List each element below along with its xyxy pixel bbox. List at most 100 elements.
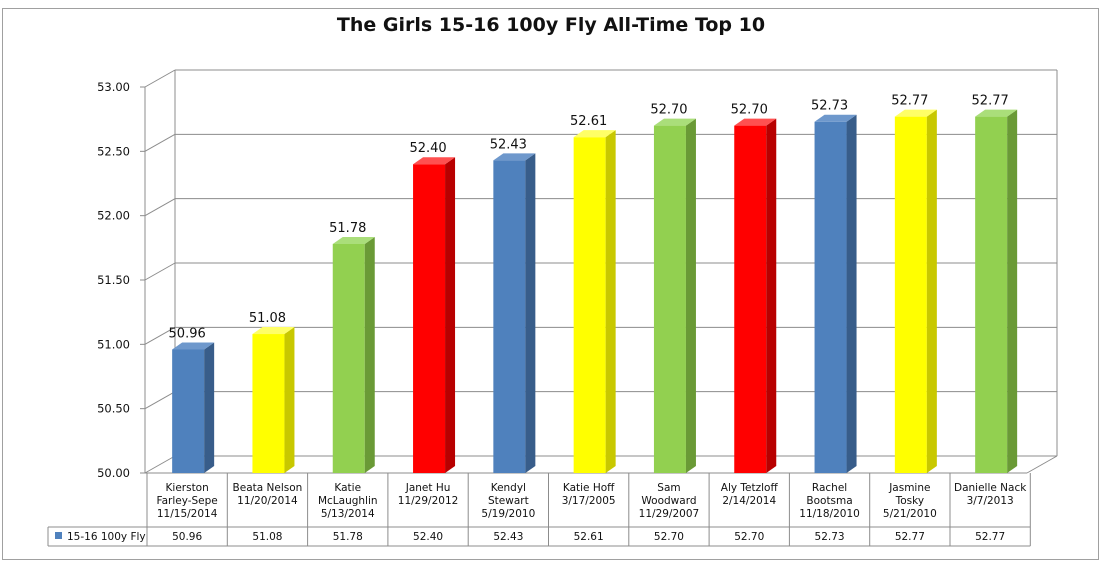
bar-top [975, 109, 1018, 117]
category-label: 11/15/2014 [157, 508, 218, 520]
bar-top [252, 327, 295, 335]
bar [252, 334, 285, 473]
category-label: Katie [334, 482, 361, 494]
table-value: 52.77 [975, 531, 1005, 543]
table-value: 52.77 [895, 531, 925, 543]
gridline-side [144, 455, 176, 474]
table-value: 51.78 [333, 531, 363, 543]
category-label: McLaughlin [318, 495, 378, 507]
table-value: 52.70 [734, 531, 764, 543]
data-label: 50.96 [169, 326, 206, 341]
gridline-side [144, 198, 176, 217]
category-label: Stewart [488, 495, 529, 507]
bar-side [926, 109, 937, 474]
category-label: Woodward [641, 495, 696, 507]
table-value: 51.08 [252, 531, 282, 543]
bar-top [332, 236, 375, 244]
legend-swatch [55, 532, 62, 539]
bar-side [364, 236, 375, 473]
bar-top [172, 342, 215, 350]
category-label: 11/20/2014 [237, 495, 298, 507]
bar-top [573, 130, 616, 138]
bar-side [1007, 109, 1018, 474]
bar [734, 125, 767, 473]
bar [493, 160, 526, 473]
category-label: 5/13/2014 [321, 508, 375, 520]
category-label: 5/19/2010 [481, 508, 535, 520]
gridline-side [144, 69, 176, 88]
category-label: Bootsma [806, 495, 852, 507]
category-label: Rachel [812, 482, 847, 494]
category-label: Kierston [166, 482, 209, 494]
bar [894, 116, 927, 474]
y-tick-label: 53.00 [97, 80, 130, 94]
data-label: 51.78 [329, 221, 366, 236]
bar [653, 125, 686, 473]
category-label: 11/18/2010 [799, 508, 860, 520]
bar-top [814, 114, 857, 122]
bar-side [605, 130, 616, 473]
table-value: 52.40 [413, 531, 443, 543]
bar [332, 243, 365, 473]
bar-top [734, 118, 777, 126]
y-tick-label: 51.00 [97, 337, 130, 351]
category-label: Jasmine [888, 482, 930, 494]
category-label: 5/21/2010 [883, 508, 937, 520]
category-label: Danielle Nack [954, 482, 1027, 494]
bar-top [894, 109, 937, 117]
bar [814, 121, 847, 474]
bar-side [846, 114, 857, 474]
y-tick-label: 50.00 [97, 466, 130, 480]
table-value: 52.73 [815, 531, 845, 543]
table-value: 50.96 [172, 531, 202, 543]
gridline-side [144, 326, 176, 345]
floor-right-edge [1026, 455, 1058, 474]
category-label: Farley-Sepe [157, 495, 218, 507]
gridline-side [144, 133, 176, 152]
bar [975, 116, 1008, 474]
category-label: 2/14/2014 [722, 495, 776, 507]
category-label: Tosky [895, 495, 924, 507]
bar-side [766, 118, 777, 473]
bar-top [653, 118, 696, 126]
data-label: 51.08 [249, 311, 286, 326]
bar [413, 164, 446, 473]
category-label: 11/29/2012 [398, 495, 459, 507]
data-label: 52.43 [490, 137, 527, 152]
data-label: 52.61 [570, 114, 607, 129]
data-label: 52.40 [409, 141, 446, 156]
bar-top [493, 153, 536, 161]
bar-side [204, 342, 215, 473]
category-label: Katie Hoff [563, 482, 615, 494]
data-label: 52.77 [891, 94, 928, 109]
bar [573, 137, 606, 473]
bar-side [445, 157, 456, 473]
bar-side [525, 153, 536, 473]
y-tick-label: 52.00 [97, 209, 130, 223]
table-value: 52.70 [654, 531, 684, 543]
y-tick-label: 50.50 [97, 402, 130, 416]
category-label: Kendyl [491, 482, 526, 494]
y-tick-label: 51.50 [97, 273, 130, 287]
data-label: 52.73 [811, 99, 848, 114]
y-tick-label: 52.50 [97, 144, 130, 158]
category-label: Sam [657, 482, 680, 494]
gridline-side [144, 262, 176, 281]
gridline-side [144, 391, 176, 410]
category-label: Beata Nelson [233, 482, 303, 494]
category-label: 3/7/2013 [967, 495, 1014, 507]
category-label: 11/29/2007 [639, 508, 700, 520]
legend-series-name: 15-16 100y Fly [67, 531, 146, 543]
bar-side [685, 118, 696, 473]
category-label: Aly Tetzloff [721, 482, 779, 494]
bar [172, 349, 205, 473]
bar-top [413, 157, 456, 165]
bar-side [284, 327, 295, 473]
chart-title: The Girls 15-16 100y Fly All-Time Top 10 [336, 14, 766, 36]
category-label: Janet Hu [405, 482, 451, 494]
data-label: 52.70 [650, 103, 687, 118]
table-value: 52.43 [493, 531, 523, 543]
table-value: 52.61 [574, 531, 604, 543]
category-label: 3/17/2005 [562, 495, 616, 507]
